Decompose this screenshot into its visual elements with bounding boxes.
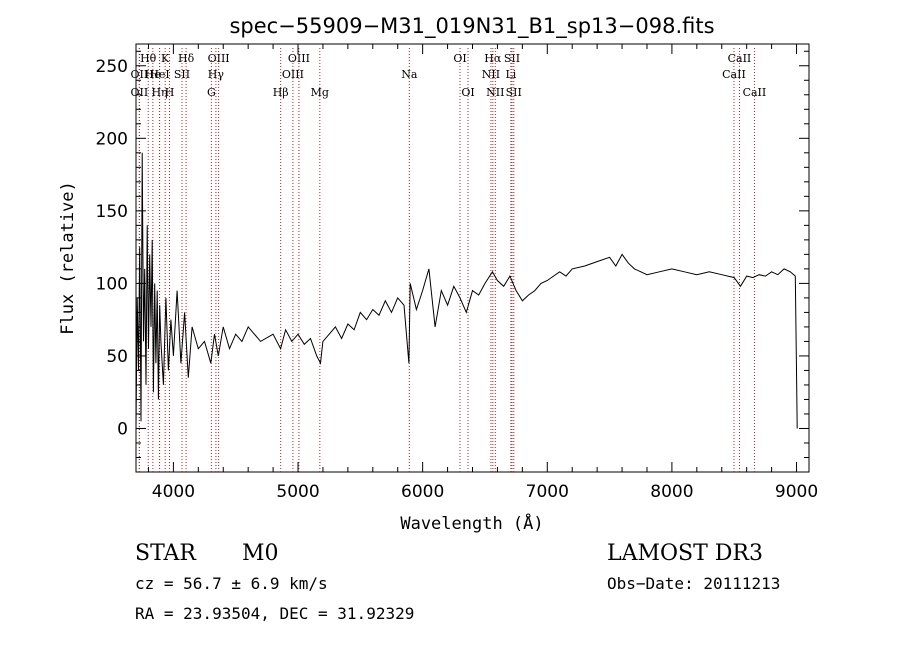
line-label: OIII [288, 52, 310, 65]
y-tick-label: 0 [117, 419, 128, 439]
y-tick-label: 100 [96, 274, 128, 294]
line-label: OII [131, 86, 149, 99]
x-tick-label: 7000 [526, 482, 569, 502]
line-label: SII [174, 68, 190, 81]
line-label: OII [131, 68, 149, 81]
line-label: Hγ [208, 68, 225, 81]
line-label: HeI [149, 68, 169, 81]
line-label: NII [482, 68, 500, 81]
plot-frame [135, 43, 810, 473]
object-class: STAR [135, 541, 196, 566]
x-tick-label: 8000 [650, 482, 693, 502]
line-label: Hβ [273, 86, 289, 99]
survey-name: LAMOST DR3 [607, 541, 763, 566]
y-tick-label: 50 [106, 347, 128, 367]
x-tick-label: 5000 [276, 482, 319, 502]
line-label: G [207, 86, 216, 99]
line-label: Li [505, 68, 516, 81]
redshift-cz: cz = 56.7 ± 6.9 km/s [135, 574, 328, 593]
line-label: Hη [151, 86, 167, 99]
observation-date: Obs−Date: 20111213 [607, 574, 781, 593]
line-label: CaII [728, 52, 752, 65]
line-label: OI [461, 86, 474, 99]
line-label: CaII [722, 68, 746, 81]
y-axis-label: Flux (relative) [58, 181, 78, 335]
line-label: He [145, 68, 161, 81]
x-tick-label: 6000 [401, 482, 444, 502]
axis-ticks: 4000 5000 6000 7000 8000 9000 0 50 100 150 200 250 [96, 44, 818, 502]
line-label: H [165, 86, 175, 99]
y-tick-label: 250 [96, 57, 128, 77]
line-label: CaII [743, 86, 767, 99]
line-label: SII [506, 86, 522, 99]
y-tick-label: 150 [96, 202, 128, 222]
spectral-line-markers: OII OII Hθ He Hη K HeI H SII Hδ OIII Hγ G Hβ OIII OIII M… [131, 48, 767, 472]
object-subclass: M0 [242, 541, 279, 566]
line-label: OIII [282, 68, 304, 81]
line-label: Mg [311, 86, 329, 99]
line-label: SII [504, 52, 520, 65]
line-label: NII [486, 86, 504, 99]
line-label: Hθ [140, 52, 157, 65]
coordinates: RA = 23.93504, DEC = 31.92329 [135, 604, 415, 623]
line-label: Na [401, 68, 418, 81]
line-label: Hδ [178, 52, 195, 65]
x-axis-label: Wavelength (Å) [400, 512, 543, 534]
x-tick-label: 9000 [775, 482, 818, 502]
spectrum-line [135, 152, 798, 429]
chart-title: spec−55909−M31_019N31_B1_sp13−098.fits [229, 14, 714, 39]
x-tick-label: 4000 [152, 482, 195, 502]
line-label: OIII [208, 52, 230, 65]
line-label: K [161, 52, 170, 65]
y-tick-label: 200 [96, 129, 128, 149]
line-label: Hα [484, 52, 502, 65]
line-label: OI [453, 52, 466, 65]
